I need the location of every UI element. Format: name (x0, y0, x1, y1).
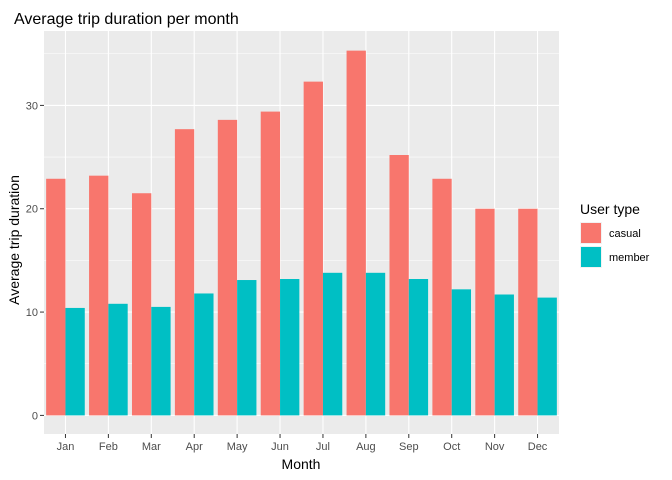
bar-casual-nov (475, 208, 495, 416)
bar-member-apr (194, 293, 214, 416)
bar-casual-feb (89, 175, 109, 416)
bar-member-may (237, 280, 257, 416)
plot-panel (44, 31, 559, 434)
bar-casual-apr (174, 129, 195, 416)
bar-member-aug (365, 272, 386, 416)
bar-casual-sep (389, 155, 409, 416)
bar-casual-mar (131, 193, 152, 416)
x-tick-label: Feb (99, 441, 118, 453)
legend-title: User type (580, 201, 640, 217)
x-tick-label: Dec (528, 441, 548, 453)
x-axis-title: Month (282, 456, 321, 472)
y-axis: 0 10 20 30 (26, 100, 44, 422)
x-tick-label: May (227, 441, 248, 453)
bar-casual-jul (303, 81, 323, 416)
bar-casual-aug (346, 50, 366, 416)
legend-label-casual: casual (609, 228, 641, 240)
bar-member-jun (280, 279, 300, 416)
x-axis: Jan Feb Mar Apr May Jun Jul Aug Sep Oct Nov Dec (57, 434, 548, 453)
bar-casual-may (217, 119, 238, 416)
y-tick-label: 30 (26, 100, 38, 112)
bar-casual-dec (518, 208, 538, 416)
bar-member-mar (151, 306, 171, 416)
y-axis-title: Average trip duration (6, 175, 22, 305)
chart-title: Average trip duration per month (14, 11, 239, 28)
bars (46, 50, 557, 416)
bar-casual-jan (46, 178, 66, 416)
x-tick-label: Oct (443, 441, 460, 453)
y-tick-label: 10 (26, 307, 38, 319)
bar-member-oct (451, 289, 472, 416)
bar-casual-oct (432, 178, 452, 416)
x-tick-label: Aug (356, 441, 376, 453)
bar-member-sep (408, 279, 429, 416)
x-tick-label: Jan (57, 441, 75, 453)
legend-label-member: member (609, 252, 650, 264)
legend-swatch-member (581, 247, 601, 267)
bar-member-nov (494, 294, 514, 416)
legend: User type casual member (580, 201, 650, 268)
x-tick-label: Jul (316, 441, 330, 453)
minor-gridlines (44, 53, 559, 365)
legend-swatch-casual (581, 223, 601, 243)
bar-member-dec (537, 297, 557, 416)
x-tick-label: Nov (485, 441, 505, 453)
bar-member-jan (65, 307, 85, 416)
bar-casual-jun (260, 111, 281, 416)
y-tick-label: 0 (32, 410, 38, 422)
x-tick-label: Sep (399, 441, 419, 453)
x-tick-label: Apr (186, 441, 203, 453)
y-tick-label: 20 (26, 204, 38, 216)
bar-member-jul (322, 272, 343, 416)
bar-member-feb (108, 303, 128, 416)
x-tick-label: Mar (142, 441, 161, 453)
x-tick-label: Jun (271, 441, 289, 453)
